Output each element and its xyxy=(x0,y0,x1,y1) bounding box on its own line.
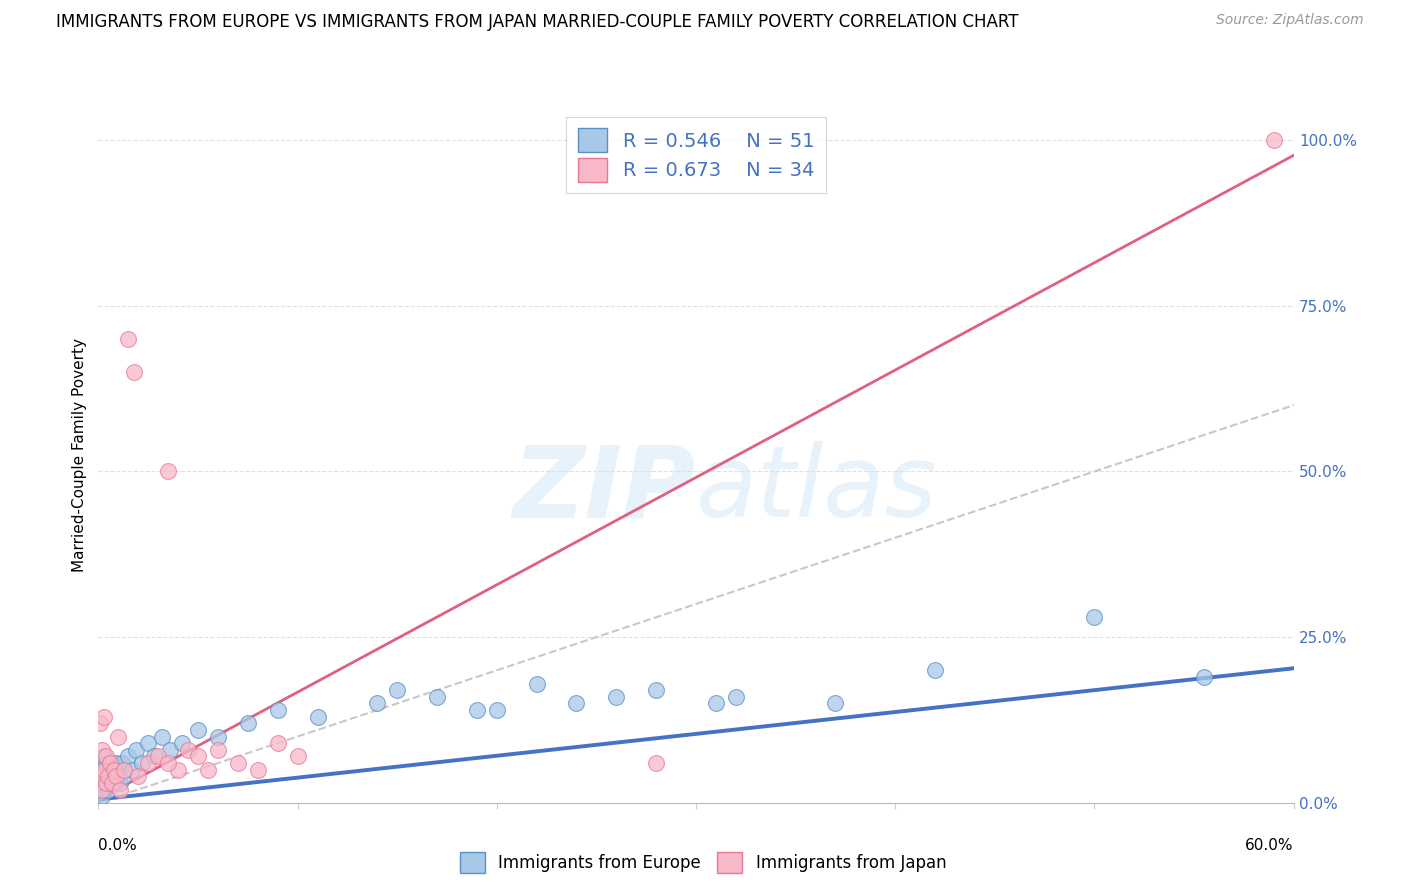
Point xyxy=(97,769,120,783)
Point xyxy=(96,776,118,790)
Point xyxy=(98,756,122,770)
Point xyxy=(366,697,388,711)
Point xyxy=(226,756,249,770)
Point xyxy=(91,782,114,797)
Point xyxy=(197,763,219,777)
Point xyxy=(111,756,134,770)
Point xyxy=(98,756,122,770)
Text: 0.0%: 0.0% xyxy=(98,838,138,853)
Point xyxy=(131,756,153,770)
Text: ZIP: ZIP xyxy=(513,442,696,538)
Legend: R = 0.546    N = 51, R = 0.673    N = 34: R = 0.546 N = 51, R = 0.673 N = 34 xyxy=(567,117,825,194)
Point xyxy=(93,763,115,777)
Point xyxy=(246,763,269,777)
Point xyxy=(136,736,159,750)
Point xyxy=(645,683,668,698)
Point xyxy=(924,663,946,677)
Y-axis label: Married-Couple Family Poverty: Married-Couple Family Poverty xyxy=(72,338,87,572)
Point xyxy=(157,756,180,770)
Point xyxy=(267,703,290,717)
Point xyxy=(89,769,111,783)
Point xyxy=(207,730,229,744)
Text: 60.0%: 60.0% xyxy=(1246,838,1294,853)
Point xyxy=(103,763,125,777)
Point xyxy=(148,749,170,764)
Point xyxy=(526,676,548,690)
Point xyxy=(103,769,125,783)
Point xyxy=(1192,670,1215,684)
Point xyxy=(704,697,727,711)
Point xyxy=(91,743,114,757)
Text: IMMIGRANTS FROM EUROPE VS IMMIGRANTS FROM JAPAN MARRIED-COUPLE FAMILY POVERTY CO: IMMIGRANTS FROM EUROPE VS IMMIGRANTS FRO… xyxy=(56,13,1019,31)
Point xyxy=(112,769,135,783)
Point xyxy=(172,736,194,750)
Point xyxy=(127,769,149,783)
Point xyxy=(107,763,129,777)
Point xyxy=(605,690,627,704)
Point xyxy=(136,756,159,770)
Point xyxy=(93,709,115,723)
Point xyxy=(177,743,200,757)
Point xyxy=(101,776,124,790)
Text: atlas: atlas xyxy=(696,442,938,538)
Point xyxy=(89,716,111,731)
Point xyxy=(110,776,132,790)
Point xyxy=(385,683,409,698)
Point xyxy=(207,743,229,757)
Point xyxy=(89,782,111,797)
Point xyxy=(167,763,190,777)
Point xyxy=(107,730,129,744)
Point xyxy=(93,749,115,764)
Point xyxy=(724,690,747,704)
Point xyxy=(97,769,120,783)
Point xyxy=(267,736,290,750)
Point xyxy=(89,756,111,770)
Point xyxy=(91,789,114,804)
Point xyxy=(1263,133,1285,147)
Point xyxy=(124,365,146,379)
Point xyxy=(143,749,166,764)
Point xyxy=(105,756,128,770)
Point xyxy=(117,749,139,764)
Point xyxy=(645,756,668,770)
Point xyxy=(91,776,114,790)
Legend: Immigrants from Europe, Immigrants from Japan: Immigrants from Europe, Immigrants from … xyxy=(453,846,953,880)
Point xyxy=(121,763,143,777)
Point xyxy=(187,723,209,737)
Point xyxy=(93,782,115,797)
Point xyxy=(565,697,588,711)
Point xyxy=(105,769,128,783)
Point xyxy=(287,749,309,764)
Point xyxy=(93,769,115,783)
Point xyxy=(485,703,508,717)
Point xyxy=(98,776,122,790)
Point xyxy=(307,709,329,723)
Point xyxy=(824,697,846,711)
Point xyxy=(97,782,120,797)
Point xyxy=(465,703,488,717)
Point xyxy=(117,332,139,346)
Point xyxy=(1083,610,1105,624)
Point xyxy=(91,763,114,777)
Point xyxy=(236,716,259,731)
Point xyxy=(150,730,173,744)
Point xyxy=(89,769,111,783)
Point xyxy=(96,776,118,790)
Point xyxy=(157,465,180,479)
Point xyxy=(187,749,209,764)
Point xyxy=(96,763,118,777)
Point xyxy=(125,743,148,757)
Text: Source: ZipAtlas.com: Source: ZipAtlas.com xyxy=(1216,13,1364,28)
Point xyxy=(110,782,132,797)
Point xyxy=(101,763,124,777)
Point xyxy=(159,743,181,757)
Point xyxy=(96,749,118,764)
Point xyxy=(426,690,449,704)
Point xyxy=(112,763,135,777)
